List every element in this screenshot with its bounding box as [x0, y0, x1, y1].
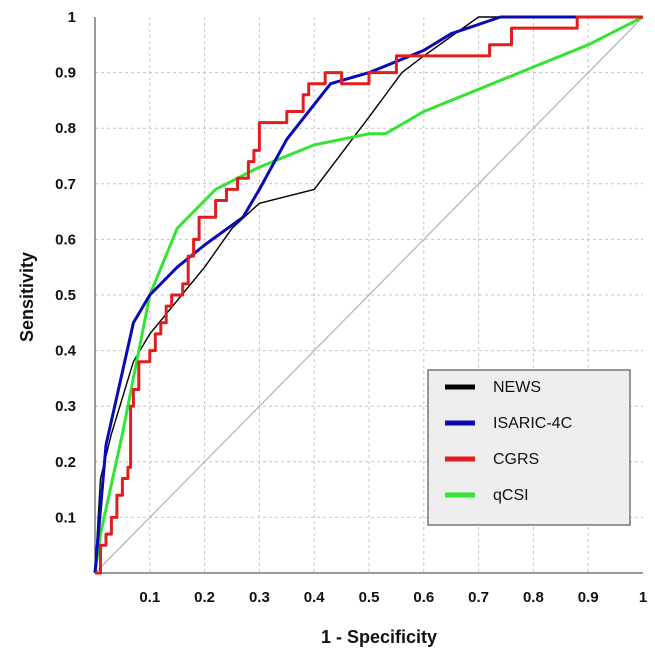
x-tick-label-2: 0.3 — [249, 589, 270, 606]
legend-label-isaric-4c: ISARIC-4C — [493, 415, 572, 432]
x-tick-label-7: 0.8 — [523, 589, 544, 606]
x-tick-labels: 0.1 0.2 0.3 0.4 0.5 0.6 0.7 0.8 0.9 1 — [139, 589, 647, 606]
x-tick-label-5: 0.6 — [413, 589, 434, 606]
y-tick-label-9: 1 — [68, 9, 76, 26]
y-axis-title: Sensitivity — [17, 252, 37, 342]
y-tick-label-3: 0.4 — [55, 343, 77, 360]
x-tick-label-8: 0.9 — [578, 589, 599, 606]
x-tick-label-6: 0.7 — [468, 589, 489, 606]
y-tick-label-4: 0.5 — [55, 287, 76, 304]
legend-label-cgrs: CGRS — [493, 451, 539, 468]
series-lines — [93, 15, 644, 575]
series-line-isaric-4c — [93, 15, 643, 574]
legend: NEWS ISARIC-4C CGRS qCSI — [427, 369, 631, 526]
x-tick-label-3: 0.4 — [304, 589, 326, 606]
series-line-qcsi — [93, 15, 644, 574]
y-tick-label-7: 0.8 — [55, 120, 76, 137]
y-tick-label-6: 0.7 — [55, 176, 76, 193]
series-line-cgrs — [95, 15, 643, 575]
x-tick-label-9: 1 — [639, 589, 647, 606]
y-tick-label-1: 0.2 — [55, 454, 76, 471]
reference-diagonal-line — [94, 16, 644, 574]
legend-items: NEWS ISARIC-4C CGRS qCSI — [445, 379, 572, 504]
legend-label-news: NEWS — [493, 379, 541, 396]
series-line-news — [94, 16, 643, 574]
x-axis-title: 1 - Specificity — [321, 627, 437, 647]
y-tick-label-5: 0.6 — [55, 231, 76, 248]
y-tick-label-0: 0.1 — [55, 509, 76, 526]
legend-box — [427, 369, 631, 526]
x-tick-label-4: 0.5 — [359, 589, 380, 606]
y-tick-labels: 0.1 0.2 0.3 0.4 0.5 0.6 0.7 0.8 0.9 1 — [55, 9, 77, 526]
y-tick-label-2: 0.3 — [55, 398, 76, 415]
x-tick-label-0: 0.1 — [139, 589, 160, 606]
legend-label-qcsi: qCSI — [493, 487, 529, 504]
y-tick-label-8: 0.9 — [55, 65, 76, 82]
x-tick-label-1: 0.2 — [194, 589, 215, 606]
